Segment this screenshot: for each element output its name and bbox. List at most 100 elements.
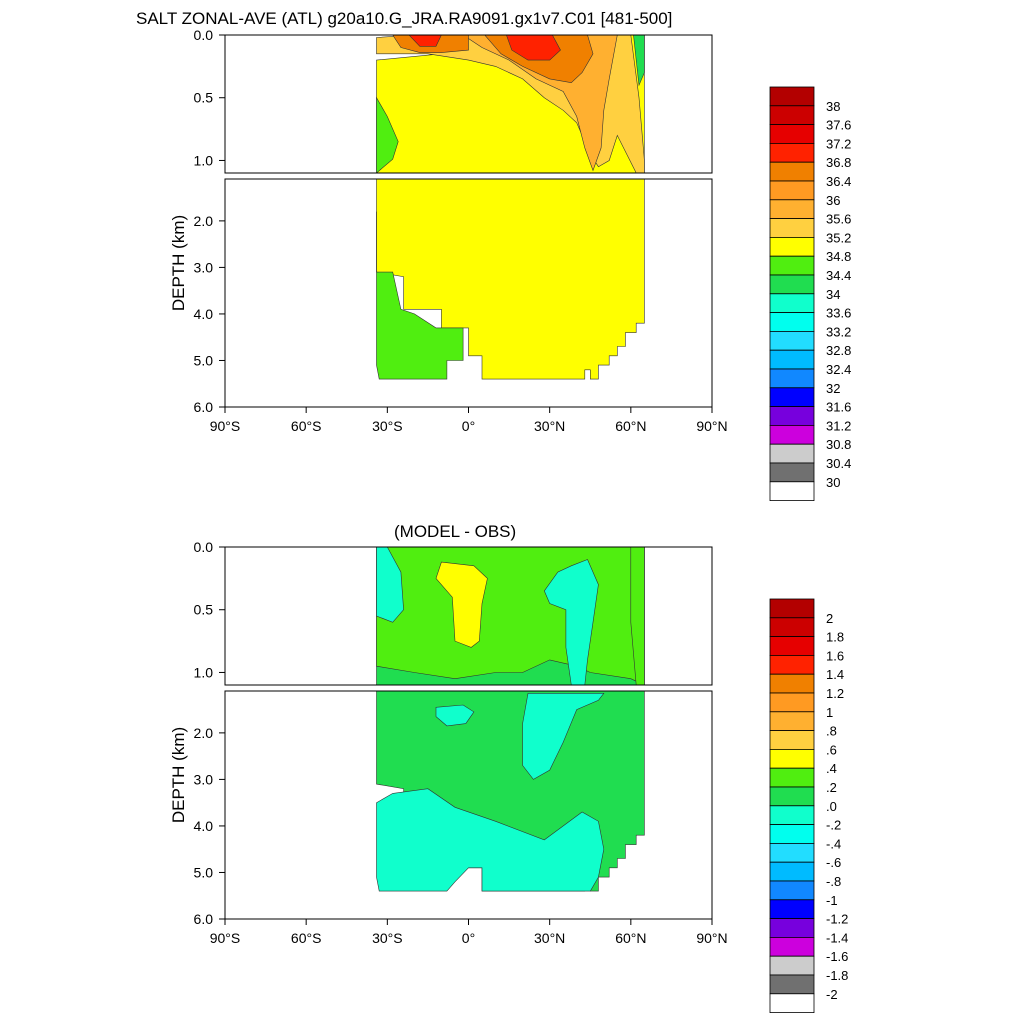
colorbar-label: .2 — [826, 780, 837, 795]
colorbar-swatch — [769, 481, 815, 501]
region-north-negative-tongue — [522, 692, 605, 780]
colorbar-swatch — [769, 993, 815, 1013]
colorbar-swatch — [769, 786, 815, 807]
colorbar-swatch — [769, 462, 815, 483]
colorbar-swatch — [769, 255, 815, 276]
region-deep-lens — [435, 704, 475, 727]
colorbar-label: -1.4 — [826, 930, 848, 945]
colorbar-label: 32.8 — [826, 343, 851, 358]
colorbar-swatch — [769, 955, 815, 976]
colorbar-label: 32 — [826, 381, 840, 396]
region-upper-positive — [376, 547, 645, 686]
colorbar-label: -2 — [826, 987, 838, 1002]
colorbar-swatch — [769, 199, 815, 220]
colorbar-label: 33.2 — [826, 324, 851, 339]
colorbar-label: -1.8 — [826, 968, 848, 983]
colorbar-swatch — [769, 843, 815, 863]
colorbar-label: 38 — [826, 99, 840, 114]
colorbar-swatch — [769, 368, 815, 389]
colorbar-swatch — [769, 142, 815, 163]
x-tick-label: 60°N — [615, 930, 646, 946]
x-tick-label: 30°N — [534, 418, 565, 434]
colorbar-label: 36.4 — [826, 174, 851, 189]
y-tick-label: 3.0 — [194, 771, 214, 787]
colorbar-swatch — [769, 180, 815, 201]
colorbar-label: 36 — [826, 193, 840, 208]
colorbar-swatch — [769, 274, 815, 295]
colorbar-label: 33.6 — [826, 306, 851, 321]
colorbar-swatch — [769, 312, 815, 332]
region-arctic-edge — [633, 35, 645, 87]
colorbar: 38 37.6 37.2 36.8 36.4 36 35.6 35.2 34.8 34.4 34 33… — [769, 86, 851, 501]
colorbar-swatch — [769, 861, 815, 882]
colorbar-label: .6 — [826, 742, 837, 757]
colorbar-swatch — [769, 349, 815, 370]
y-tick-label: 4.0 — [194, 306, 214, 322]
colorbar-swatch — [769, 598, 815, 619]
colorbar-swatch — [769, 293, 815, 313]
colorbar-label: 35.6 — [826, 212, 851, 227]
colorbar-label: 32.4 — [826, 362, 851, 377]
colorbar-label: 34.4 — [826, 268, 851, 283]
colorbar-label: 1.4 — [826, 667, 844, 682]
region-max-south — [408, 35, 442, 47]
colorbar-swatch — [769, 387, 815, 407]
x-tick-label: 0° — [462, 930, 475, 946]
colorbar-label: 35.2 — [826, 230, 851, 245]
colorbar-label: 34.8 — [826, 249, 851, 264]
x-tick-label: 30°S — [372, 930, 403, 946]
x-tick-label: 30°N — [534, 930, 565, 946]
colorbar-swatch — [769, 218, 815, 238]
x-tick-label: 90°N — [696, 418, 727, 434]
y-tick-label: 6.0 — [194, 911, 214, 927]
y-axis-label: DEPTH (km) — [169, 215, 188, 311]
upper-frame — [224, 34, 713, 174]
colorbar-label: 37.6 — [826, 118, 851, 133]
colorbar-swatch — [769, 617, 815, 637]
region-south-fresh-deep — [376, 211, 464, 380]
panel-difference: 0.00.51.02.03.04.05.06.090°S 60°S 30°S 0° 30… — [169, 539, 848, 1013]
colorbar-label: -.4 — [826, 836, 841, 851]
colorbar-label: 2 — [826, 611, 833, 626]
y-tick-label: 6.0 — [194, 399, 214, 415]
upper-frame — [224, 546, 713, 686]
colorbar-label: 30.8 — [826, 437, 851, 452]
colorbar-label: 1.6 — [826, 648, 844, 663]
region-max-north — [505, 35, 561, 61]
colorbar-swatch — [769, 673, 815, 694]
x-tick-label: 60°N — [615, 418, 646, 434]
colorbar-label: 37.2 — [826, 136, 851, 151]
y-tick-label: 5.0 — [194, 864, 214, 880]
colorbar-swatch — [769, 692, 815, 713]
y-tick-label: 2.0 — [194, 213, 214, 229]
chart-title-salinity: SALT ZONAL-AVE (ATL) g20a10.G_JRA.RA9091… — [136, 9, 673, 28]
region-south-fresh-upper — [376, 96, 399, 174]
colorbar-label: 1.8 — [826, 630, 844, 645]
x-tick-label: 60°S — [291, 930, 322, 946]
y-tick-label: 4.0 — [194, 818, 214, 834]
y-tick-label: 3.0 — [194, 259, 214, 275]
colorbar-swatch — [769, 730, 815, 750]
colorbar-swatch — [769, 880, 815, 901]
colorbar-label: 1 — [826, 705, 833, 720]
colorbar-label: 36.8 — [826, 155, 851, 170]
y-tick-label: 1.0 — [194, 664, 214, 680]
colorbar-swatch — [769, 636, 815, 656]
y-tick-label: 1.0 — [194, 152, 214, 168]
colorbar-label: .8 — [826, 724, 837, 739]
colorbar-swatch — [769, 937, 815, 957]
colorbar-swatch — [769, 824, 815, 844]
colorbar-swatch — [769, 406, 815, 426]
y-tick-label: 2.0 — [194, 725, 214, 741]
x-tick-label: 90°S — [210, 418, 241, 434]
colorbar-swatch — [769, 236, 815, 257]
colorbar: 21.81.61.41.21.8.6.4.2.0-.2-.4-.6-.8-1-1… — [769, 598, 848, 1013]
colorbar-swatch — [769, 805, 815, 825]
region-south-surface-negative — [376, 547, 404, 623]
colorbar-swatch — [769, 711, 815, 731]
colorbar-swatch — [769, 86, 815, 107]
colorbar-label: 31.2 — [826, 418, 851, 433]
x-tick-label: 0° — [462, 418, 475, 434]
colorbar-swatch — [769, 899, 815, 919]
colorbar-label: -.8 — [826, 874, 841, 889]
